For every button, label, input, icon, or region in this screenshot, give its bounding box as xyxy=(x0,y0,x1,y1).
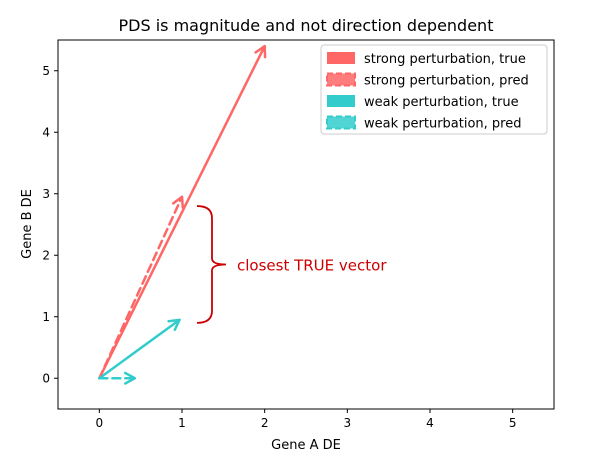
vector-1-0 xyxy=(98,195,185,380)
annotation-text: closest TRUE vector xyxy=(237,256,387,274)
x-tick-label-3: 3 xyxy=(344,416,352,430)
legend-label-2: weak perturbation, true xyxy=(364,95,519,110)
legend-swatch-0 xyxy=(327,52,355,64)
vector-head-3-0 xyxy=(123,371,137,385)
legend-swatch-3 xyxy=(326,115,356,130)
x-tick-label-0: 0 xyxy=(96,416,104,430)
y-axis-label: Gene B DE xyxy=(20,189,35,259)
x-tick-label-1: 1 xyxy=(178,416,186,430)
chart-title: PDS is magnitude and not direction depen… xyxy=(119,16,494,35)
legend-label-0: strong perturbation, true xyxy=(364,52,526,67)
vector-head-1-0 xyxy=(171,195,185,210)
y-tick-label-1: 1 xyxy=(42,310,50,324)
legend-swatch-1 xyxy=(326,72,356,87)
vector-shaft-0-0 xyxy=(98,44,266,380)
y-tick-label-4: 4 xyxy=(42,125,50,139)
plot-area: 0 1 2 3 4 5 0 1 2 3 4 5 xyxy=(42,39,555,430)
vector-head-2-0 xyxy=(167,318,181,332)
vector-shaft-1-0 xyxy=(98,195,184,380)
legend-swatch-2 xyxy=(327,95,355,107)
vector-3-0 xyxy=(98,371,137,385)
x-axis-label: Gene A DE xyxy=(271,438,341,453)
x-tick-label-2: 2 xyxy=(261,416,269,430)
plot-frame xyxy=(57,39,555,410)
x-tick-label-5: 5 xyxy=(509,416,517,430)
legend-box xyxy=(320,44,548,135)
x-tick-label-4: 4 xyxy=(426,416,434,430)
vector-shaft-2-0 xyxy=(98,318,181,380)
y-tick-label-2: 2 xyxy=(42,248,50,262)
vector-head-0-0 xyxy=(254,44,267,59)
y-tick-label-5: 5 xyxy=(42,64,50,78)
y-tick-label-3: 3 xyxy=(42,187,50,201)
legend-label-3: weak perturbation, pred xyxy=(364,117,521,132)
annotation-bracket xyxy=(196,205,227,324)
legend-label-1: strong perturbation, pred xyxy=(364,74,529,89)
vector-2-0 xyxy=(98,318,181,380)
y-tick-label-0: 0 xyxy=(42,371,50,385)
vector-0-0 xyxy=(98,44,267,380)
legend: strong perturbation, true strong perturba… xyxy=(320,44,548,135)
